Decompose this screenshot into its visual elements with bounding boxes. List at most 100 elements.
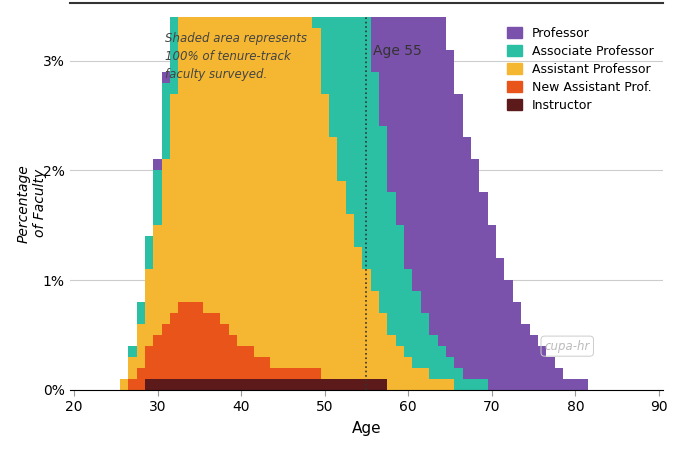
Bar (362, 379, 371, 390)
Bar (287, 379, 295, 390)
Bar (120, 379, 128, 390)
Bar (371, 379, 379, 390)
Bar (253, 379, 262, 390)
Text: cupa-hr: cupa-hr (545, 340, 590, 352)
Bar (571, 379, 580, 390)
Text: Shaded area represents
100% of tenure-track
faculty surveyed.: Shaded area represents 100% of tenure-tr… (164, 32, 307, 81)
Bar (220, 379, 229, 390)
Bar (362, 0, 371, 6)
Bar (153, 225, 162, 335)
Bar (521, 324, 530, 390)
Bar (479, 379, 488, 390)
Bar (136, 324, 145, 368)
Bar (312, 0, 321, 28)
Bar (295, 379, 304, 390)
Bar (362, 6, 371, 269)
Bar (229, 0, 237, 335)
Bar (162, 82, 170, 159)
Bar (153, 379, 162, 390)
Bar (346, 379, 354, 390)
Bar (195, 0, 203, 302)
Bar (371, 72, 379, 291)
Y-axis label: Percentage
of Faculty: Percentage of Faculty (16, 164, 47, 243)
Bar (388, 335, 396, 390)
Bar (136, 368, 145, 390)
Bar (312, 379, 321, 390)
Bar (178, 302, 187, 379)
Bar (354, 247, 362, 379)
Bar (429, 0, 438, 335)
Bar (396, 0, 404, 225)
Bar (404, 0, 412, 269)
Bar (379, 0, 388, 126)
Bar (145, 236, 153, 269)
Bar (271, 379, 279, 390)
Bar (195, 302, 203, 379)
Bar (421, 368, 429, 390)
Bar (245, 0, 253, 346)
Bar (321, 0, 329, 93)
Bar (212, 313, 220, 379)
Bar (170, 313, 178, 379)
Bar (203, 379, 212, 390)
Bar (187, 302, 195, 379)
Bar (488, 225, 496, 390)
Bar (212, 0, 220, 313)
Bar (245, 346, 253, 379)
Bar (404, 269, 412, 357)
Bar (462, 379, 471, 390)
Bar (212, 379, 220, 390)
Bar (271, 368, 279, 379)
Bar (271, 0, 279, 368)
Bar (421, 0, 429, 313)
Bar (563, 379, 571, 390)
Bar (220, 0, 229, 324)
Bar (530, 335, 538, 390)
Bar (504, 280, 513, 390)
Bar (237, 379, 245, 390)
Bar (462, 137, 471, 379)
Bar (429, 379, 438, 390)
Bar (170, 0, 178, 93)
Bar (136, 302, 145, 324)
Bar (454, 93, 462, 368)
Bar (379, 313, 388, 379)
Bar (237, 346, 245, 379)
Bar (421, 313, 429, 368)
Bar (379, 379, 388, 390)
Bar (220, 324, 229, 379)
Bar (162, 159, 170, 324)
Bar (153, 170, 162, 225)
Bar (279, 379, 287, 390)
Bar (538, 346, 546, 390)
Bar (262, 0, 271, 357)
Bar (329, 0, 337, 137)
Bar (178, 17, 187, 302)
Bar (304, 379, 312, 390)
Bar (412, 291, 421, 368)
Bar (128, 379, 136, 390)
Bar (346, 0, 354, 214)
Bar (153, 159, 162, 170)
Bar (203, 0, 212, 313)
Bar (187, 0, 195, 302)
Bar (379, 126, 388, 313)
Bar (195, 379, 203, 390)
Bar (329, 137, 337, 379)
Bar (396, 225, 404, 346)
Bar (446, 357, 454, 379)
Bar (153, 335, 162, 379)
Bar (287, 368, 295, 379)
Bar (555, 368, 563, 390)
Bar (279, 0, 287, 368)
Bar (304, 0, 312, 368)
Bar (178, 379, 187, 390)
Bar (203, 313, 212, 379)
Bar (388, 0, 396, 193)
Bar (162, 72, 170, 82)
Bar (287, 0, 295, 368)
Bar (304, 368, 312, 379)
Bar (312, 28, 321, 368)
Bar (438, 346, 446, 379)
Bar (145, 269, 153, 346)
